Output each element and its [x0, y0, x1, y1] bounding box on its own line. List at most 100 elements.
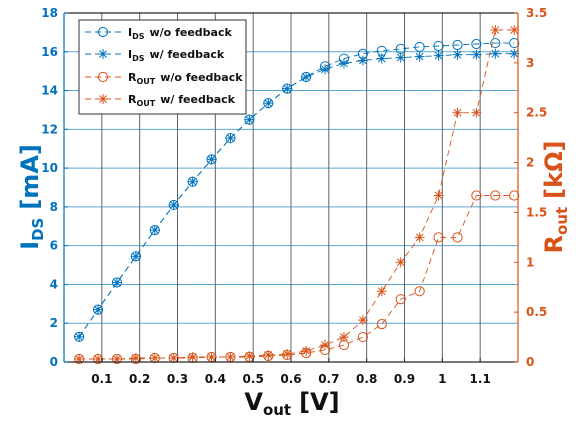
asterisk-stroke: [396, 258, 405, 267]
asterisk-stroke: [283, 84, 292, 93]
asterisk-stroke: [131, 252, 140, 261]
asterisk-stroke: [377, 54, 386, 63]
asterisk-stroke: [302, 73, 311, 81]
asterisk-stroke: [169, 354, 178, 362]
asterisk-stroke: [264, 99, 273, 108]
data-point-asterisk: [225, 133, 236, 144]
asterisk-stroke: [491, 26, 500, 34]
asterisk-stroke: [510, 49, 519, 58]
y-left-tick-label: 6: [50, 239, 58, 253]
asterisk-stroke: [226, 353, 235, 361]
data-point-asterisk: [206, 154, 217, 165]
data-point-asterisk: [471, 107, 482, 118]
data-point-asterisk: [282, 83, 293, 94]
asterisk-stroke: [510, 26, 519, 34]
y-right-axis-title: Rout [kΩ]: [540, 141, 571, 254]
legend-key: [85, 26, 121, 38]
legend-entry-ids-wo-feedback: IDS w/o feedback: [85, 26, 232, 41]
asterisk-stroke: [415, 52, 424, 61]
data-point-asterisk: [320, 340, 331, 351]
asterisk-stroke: [264, 351, 273, 359]
legend-label-sub: OUT: [136, 99, 155, 108]
legend-key: [85, 94, 121, 104]
series-1: [74, 48, 520, 342]
data-point-asterisk: [320, 64, 331, 75]
data-point-circle: [414, 286, 425, 297]
data-point-asterisk: [490, 48, 501, 59]
legend-label-rest: w/ feedback: [150, 48, 225, 61]
y-left-tick-label: 0: [50, 355, 58, 369]
asterisk-stroke: [321, 341, 329, 349]
x-tick-label: 0.6: [280, 372, 301, 386]
y-right-axis-title-unit: [kΩ]: [540, 141, 568, 199]
data-point-circle: [509, 37, 520, 49]
y-right-tick-label: 2: [526, 156, 534, 170]
legend-label-rest: w/o feedback: [160, 71, 243, 84]
legend-marker-asterisk: [98, 94, 108, 104]
data-point-asterisk: [414, 232, 425, 243]
x-tick-label: 0.9: [394, 372, 415, 386]
y-left-tick-label: 4: [50, 277, 58, 291]
x-tick-label: 0.1: [91, 372, 112, 386]
y-left-axis-title-main: I: [16, 241, 44, 250]
data-point-circle: [376, 319, 387, 330]
asterisk-stroke: [94, 355, 102, 363]
data-point-circle: [490, 37, 501, 49]
data-point-asterisk: [452, 49, 463, 60]
y-right-tick-label: 0: [526, 355, 534, 369]
legend-label-sub: DS: [132, 54, 145, 63]
asterisk-stroke: [169, 201, 178, 209]
legend-label-sub: DS: [132, 32, 145, 41]
asterisk-stroke: [188, 353, 197, 361]
tick-labels: 0 2 4 6 8 10 12 14 16 18 0 0.5 1 1.5 2 2.5 3 3.5 0.1 0.2 0.3…: [41, 6, 547, 386]
data-point-circle: [414, 41, 425, 53]
x-axis-title-unit: [V]: [299, 388, 340, 416]
y-left-tick-label: 8: [50, 200, 58, 214]
data-point-asterisk: [168, 199, 179, 210]
legend-entry-rout-w-feedback: ROUT w/ feedback: [85, 93, 236, 108]
x-tick-label: 0.2: [129, 372, 150, 386]
asterisk-stroke: [207, 155, 216, 164]
asterisk-stroke: [453, 50, 462, 59]
asterisk-stroke: [226, 134, 235, 142]
data-point-asterisk: [433, 50, 444, 61]
asterisk-stroke: [113, 278, 121, 287]
data-point-asterisk: [206, 352, 217, 363]
series-layer: [74, 24, 520, 365]
asterisk-stroke: [245, 352, 254, 360]
x-tick-label: 0.8: [356, 372, 377, 386]
data-point-asterisk: [452, 107, 463, 118]
legend-marker-circle: [97, 71, 109, 83]
asterisk-stroke: [99, 95, 107, 103]
x-tick-label: 1: [438, 372, 446, 386]
y-right-axis-title-main: R: [540, 235, 568, 253]
data-point-asterisk: [338, 332, 349, 343]
asterisk-stroke: [283, 350, 292, 358]
data-point-asterisk: [301, 346, 312, 357]
legend-label-main: R: [128, 71, 137, 84]
legend-box: [78, 19, 247, 115]
x-axis-title-main: V: [244, 388, 263, 416]
x-axis-title: Vout [V]: [244, 388, 339, 419]
asterisk-stroke: [396, 53, 405, 62]
asterisk-stroke: [150, 354, 159, 362]
data-point-asterisk: [490, 24, 501, 35]
x-tick-label: 0.7: [318, 372, 339, 386]
y-right-tick-label: 0.5: [526, 305, 547, 319]
x-tick-label: 0.5: [243, 372, 264, 386]
asterisk-stroke: [434, 51, 443, 60]
data-point-circle: [452, 39, 463, 51]
legend-label-main: I: [128, 48, 132, 61]
asterisk-stroke: [472, 50, 481, 59]
data-point-circle: [471, 38, 482, 50]
asterisk-stroke: [321, 65, 329, 74]
asterisk-stroke: [358, 316, 367, 325]
data-point-asterisk: [187, 176, 198, 187]
data-point-asterisk: [471, 49, 482, 60]
asterisk-stroke: [340, 333, 348, 341]
y-left-axis-title-sub: DS: [29, 218, 47, 241]
data-point-asterisk: [244, 351, 255, 362]
data-point-asterisk: [74, 331, 85, 342]
y-left-tick-label: 18: [41, 6, 58, 20]
asterisk-stroke: [188, 177, 197, 186]
